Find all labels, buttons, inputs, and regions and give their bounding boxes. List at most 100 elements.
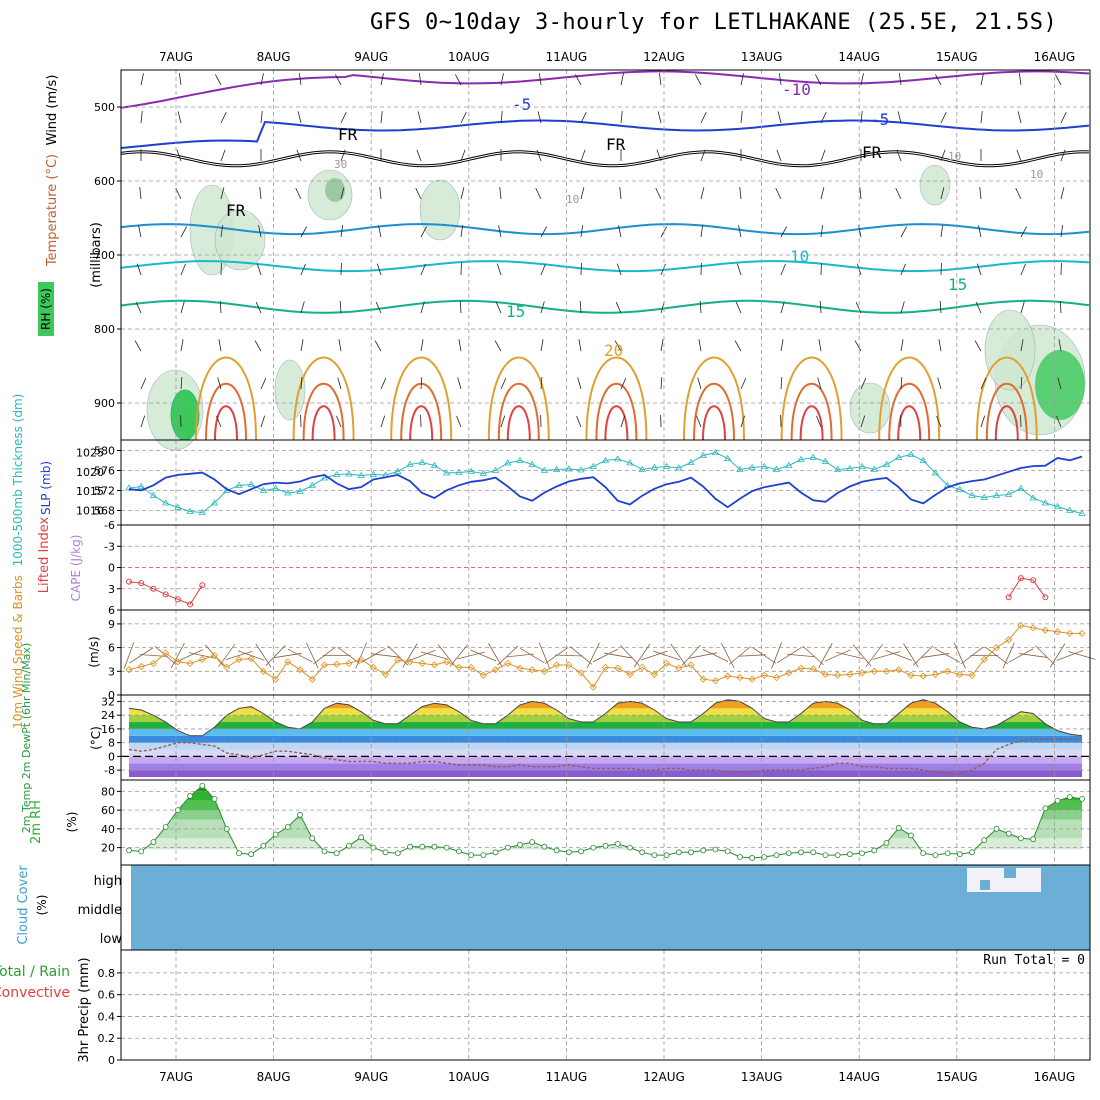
wind-speed-point (259, 667, 267, 675)
wind-barb (380, 73, 384, 86)
wind-barb (217, 377, 222, 390)
rh2m-point (578, 848, 584, 855)
wind-speed-point (247, 655, 255, 663)
thickness-line (128, 451, 1083, 514)
thickness-point (174, 503, 182, 510)
wind-barb (134, 340, 142, 352)
wind-barb (537, 111, 542, 124)
wind-speed-point (736, 674, 744, 682)
wind-tick-label: 3 (108, 665, 115, 678)
wind-barb (860, 111, 863, 124)
wind-barb (660, 339, 664, 352)
wind-barb-10m (371, 653, 400, 658)
wind-barb (734, 340, 742, 352)
temp-contour-25 (595, 382, 638, 441)
wind-tick-label: 6 (108, 642, 115, 655)
wind-speed-point (553, 661, 561, 669)
rh2m-point (651, 852, 658, 859)
cloud-axis-label: Cloud Cover (16, 865, 31, 945)
wind-speed-point (382, 670, 390, 679)
lifted-index-point (1017, 575, 1024, 582)
thickness-point (467, 467, 475, 474)
wind-barb (700, 187, 705, 200)
wind-barb (980, 111, 983, 124)
wind-barb-10m (641, 650, 668, 661)
wind-speed-point (210, 651, 219, 660)
rh2m-point (492, 849, 499, 856)
date-label-bottom: 10AUG (448, 1070, 490, 1084)
pressure-tick-label: 600 (94, 175, 115, 188)
wind-barb (417, 111, 422, 124)
thickness-point (748, 463, 756, 470)
temp-contour-20 (390, 356, 453, 441)
wind-barb (296, 149, 302, 162)
thickness-point (210, 499, 219, 506)
contour-label: 15 (506, 302, 525, 321)
wind-barb (859, 187, 862, 200)
rh2m-panel (120, 779, 1091, 866)
wind-barb (975, 301, 982, 314)
wind-barb (455, 74, 462, 86)
rh2m-point (1018, 835, 1024, 842)
rh2m-point (859, 850, 865, 857)
wind-barb (1057, 377, 1062, 390)
rh2m-point (749, 855, 756, 861)
wind-barb (820, 112, 827, 124)
wind-barb (1020, 339, 1024, 352)
wind-barb (420, 301, 425, 314)
wind-barb (180, 301, 185, 314)
wind-barb-10m (305, 642, 319, 669)
thickness-axis-label: 1000-500mb Thickness (dm) (11, 394, 25, 567)
wind-barb (420, 263, 426, 276)
wind-barb (820, 149, 826, 162)
rh-band (129, 800, 1082, 811)
wind-barb-10m (776, 647, 801, 664)
precip-legend-convective: Convective (0, 985, 70, 1001)
thickness-point (650, 463, 659, 470)
wind-barb (780, 226, 787, 238)
rh2m-point (663, 852, 670, 859)
thickness-point (772, 465, 781, 472)
wind-barb-10m (603, 652, 632, 659)
wind-speed-point (516, 664, 524, 672)
rh2m-point (504, 844, 511, 851)
wind-barb (620, 415, 626, 428)
wind-barb-10m (519, 647, 545, 664)
wind-barb (380, 111, 383, 124)
wind-barb (897, 111, 902, 124)
wind-barb-10m (123, 642, 135, 669)
wind-speed-point (821, 670, 829, 679)
contour-label: FR (606, 135, 626, 154)
wind-speed-point (235, 655, 243, 664)
wind-barb (1020, 226, 1027, 238)
contour-label: -10 (782, 80, 811, 99)
thickness-point (601, 456, 610, 463)
temp-contour-15 (120, 299, 1090, 314)
wind-barb (578, 339, 582, 352)
wind-barb (660, 263, 666, 276)
rh2m-point (602, 842, 609, 849)
wind-speed-point (614, 664, 622, 672)
wind-barb (540, 263, 546, 276)
wind-barb-10m (188, 652, 217, 659)
wind-barb (780, 263, 786, 276)
thickness-point (516, 456, 524, 463)
wind-speed-point (1053, 628, 1062, 636)
rh2m-point (309, 835, 316, 842)
rh2m-point (174, 807, 181, 814)
temp-band (129, 728, 1082, 736)
wind-barb (579, 301, 582, 314)
thickness-point (723, 454, 732, 461)
rh2m-point (834, 852, 841, 859)
wind-barb (616, 263, 622, 276)
precip-tick-label: 0 (108, 1054, 115, 1067)
temp2m-units-label: (°C) (89, 726, 103, 750)
precip-legend-total: Total / Rain (0, 964, 70, 980)
wind-barb-10m (497, 645, 519, 666)
rh-legend-swatch (38, 282, 54, 336)
wind-speed-point (1078, 629, 1086, 637)
wind-barb (580, 149, 586, 162)
wind-barb (1059, 301, 1062, 314)
date-label-bottom: 8AUG (257, 1070, 291, 1084)
